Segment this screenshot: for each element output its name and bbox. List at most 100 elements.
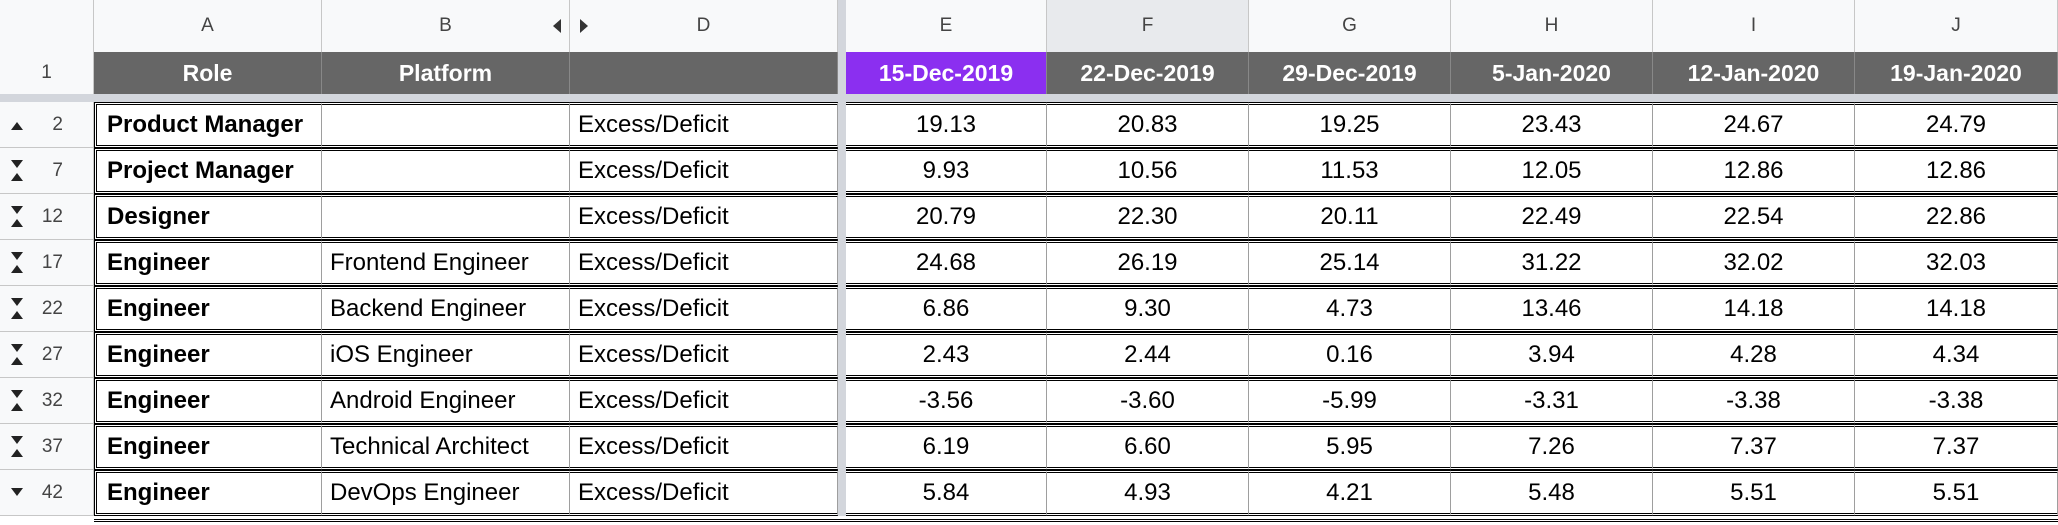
cell-metric[interactable]: Excess/Deficit (570, 378, 838, 424)
cell-value[interactable]: 2.44 (1047, 332, 1249, 378)
cell-role[interactable]: Engineer (94, 240, 322, 286)
row-group-toggle-icon[interactable] (10, 298, 24, 320)
column-header-h[interactable]: H (1451, 0, 1653, 52)
cell-value[interactable]: 24.68 (846, 240, 1047, 286)
cell-value[interactable]: 24.79 (1855, 102, 2058, 148)
row-group-toggle-icon[interactable] (10, 390, 24, 412)
header-cell-platform[interactable]: Platform (322, 52, 570, 94)
cell-platform[interactable]: DevOps Engineer (322, 470, 570, 516)
cell-metric[interactable]: Excess/Deficit (570, 102, 838, 148)
row-group-toggle-icon[interactable] (10, 344, 24, 366)
frozen-column-divider[interactable] (838, 0, 846, 52)
row-number[interactable]: 7 (0, 148, 94, 194)
cell-value[interactable]: -3.38 (1653, 378, 1855, 424)
cell-value[interactable]: 12.05 (1451, 148, 1653, 194)
cell-value[interactable]: -3.60 (1047, 378, 1249, 424)
cell-value[interactable]: 14.18 (1855, 286, 2058, 332)
cell-value[interactable]: 12.86 (1855, 148, 2058, 194)
cell-platform[interactable]: Frontend Engineer (322, 240, 570, 286)
cell-value[interactable]: 24.67 (1653, 102, 1855, 148)
cell-value[interactable]: 9.30 (1047, 286, 1249, 332)
cell-value[interactable]: -3.31 (1451, 378, 1653, 424)
cell-value[interactable]: 22.49 (1451, 194, 1653, 240)
cell-value[interactable]: 7.26 (1451, 424, 1653, 470)
cell-value[interactable]: 5.51 (1855, 470, 2058, 516)
cell-platform[interactable] (322, 102, 570, 148)
cell-value[interactable]: 6.19 (846, 424, 1047, 470)
column-header-j[interactable]: J (1855, 0, 2058, 52)
cell-value[interactable]: 19.13 (846, 102, 1047, 148)
cell-platform[interactable]: iOS Engineer (322, 332, 570, 378)
cell-value[interactable]: 26.19 (1047, 240, 1249, 286)
cell-value[interactable]: 13.46 (1451, 286, 1653, 332)
header-cell-date[interactable]: 5-Jan-2020 (1451, 52, 1653, 94)
cell-value[interactable]: 31.22 (1451, 240, 1653, 286)
cell-role[interactable]: Designer (94, 194, 322, 240)
cell-metric[interactable]: Excess/Deficit (570, 240, 838, 286)
row-number[interactable]: 22 (0, 286, 94, 332)
column-header-a[interactable]: A (94, 0, 322, 52)
cell-value[interactable]: 32.02 (1653, 240, 1855, 286)
cell-platform[interactable]: Android Engineer (322, 378, 570, 424)
cell-value[interactable]: 9.93 (846, 148, 1047, 194)
cell-value[interactable]: 4.34 (1855, 332, 2058, 378)
cell-value[interactable]: 12.86 (1653, 148, 1855, 194)
cell-value[interactable]: 6.60 (1047, 424, 1249, 470)
cell-value[interactable]: 23.43 (1451, 102, 1653, 148)
cell-value[interactable]: 5.48 (1451, 470, 1653, 516)
cell-value[interactable]: 0.16 (1249, 332, 1451, 378)
unhide-columns-right-icon[interactable] (580, 19, 588, 33)
column-header-b[interactable]: B (322, 0, 570, 52)
cell-value[interactable]: -5.99 (1249, 378, 1451, 424)
row-number[interactable]: 2 (0, 102, 94, 148)
cell-metric[interactable]: Excess/Deficit (570, 332, 838, 378)
cell-value[interactable]: 3.94 (1451, 332, 1653, 378)
column-header-i[interactable]: I (1653, 0, 1855, 52)
cell-metric[interactable]: Excess/Deficit (570, 148, 838, 194)
cell-value[interactable]: 20.11 (1249, 194, 1451, 240)
cell-value[interactable]: -3.38 (1855, 378, 2058, 424)
cell-value[interactable]: 5.95 (1249, 424, 1451, 470)
cell-role[interactable]: Engineer (94, 424, 322, 470)
cell-value[interactable]: 4.93 (1047, 470, 1249, 516)
cell-value[interactable]: 22.86 (1855, 194, 2058, 240)
cell-value[interactable]: 7.37 (1855, 424, 2058, 470)
cell-role[interactable]: Engineer (94, 378, 322, 424)
row-group-toggle-icon[interactable] (10, 114, 24, 136)
cell-value[interactable]: 6.86 (846, 286, 1047, 332)
cell-value[interactable]: 5.84 (846, 470, 1047, 516)
cell-value[interactable]: 2.43 (846, 332, 1047, 378)
cell-value[interactable]: 4.28 (1653, 332, 1855, 378)
row-number[interactable]: 37 (0, 424, 94, 470)
cell-metric[interactable]: Excess/Deficit (570, 286, 838, 332)
cell-value[interactable]: 4.21 (1249, 470, 1451, 516)
cell-value[interactable]: 7.37 (1653, 424, 1855, 470)
row-group-toggle-icon[interactable] (10, 252, 24, 274)
cell-platform[interactable]: Backend Engineer (322, 286, 570, 332)
header-cell-metric[interactable] (570, 52, 838, 94)
header-cell-date[interactable]: 12-Jan-2020 (1653, 52, 1855, 94)
cell-value[interactable]: 10.56 (1047, 148, 1249, 194)
unhide-columns-left-icon[interactable] (553, 19, 561, 33)
cell-value[interactable]: 11.53 (1249, 148, 1451, 194)
cell-platform[interactable] (322, 194, 570, 240)
cell-role[interactable]: Project Manager (94, 148, 322, 194)
row-number[interactable]: 1 (0, 52, 94, 94)
cell-platform[interactable]: Technical Architect (322, 424, 570, 470)
row-number[interactable]: 17 (0, 240, 94, 286)
cell-role[interactable]: Engineer (94, 332, 322, 378)
header-cell-date[interactable]: 29-Dec-2019 (1249, 52, 1451, 94)
header-cell-date[interactable]: 22-Dec-2019 (1047, 52, 1249, 94)
header-cell-date[interactable]: 19-Jan-2020 (1855, 52, 2058, 94)
cell-value[interactable]: 32.03 (1855, 240, 2058, 286)
cell-metric[interactable]: Excess/Deficit (570, 470, 838, 516)
cell-value[interactable]: 22.54 (1653, 194, 1855, 240)
cell-role[interactable]: Engineer (94, 286, 322, 332)
frozen-row-divider[interactable] (94, 94, 2058, 102)
cell-value[interactable]: 5.51 (1653, 470, 1855, 516)
row-group-toggle-icon[interactable] (10, 206, 24, 228)
column-header-g[interactable]: G (1249, 0, 1451, 52)
cell-value[interactable]: 22.30 (1047, 194, 1249, 240)
column-header-d[interactable]: D (570, 0, 838, 52)
select-all-corner[interactable] (0, 0, 94, 52)
